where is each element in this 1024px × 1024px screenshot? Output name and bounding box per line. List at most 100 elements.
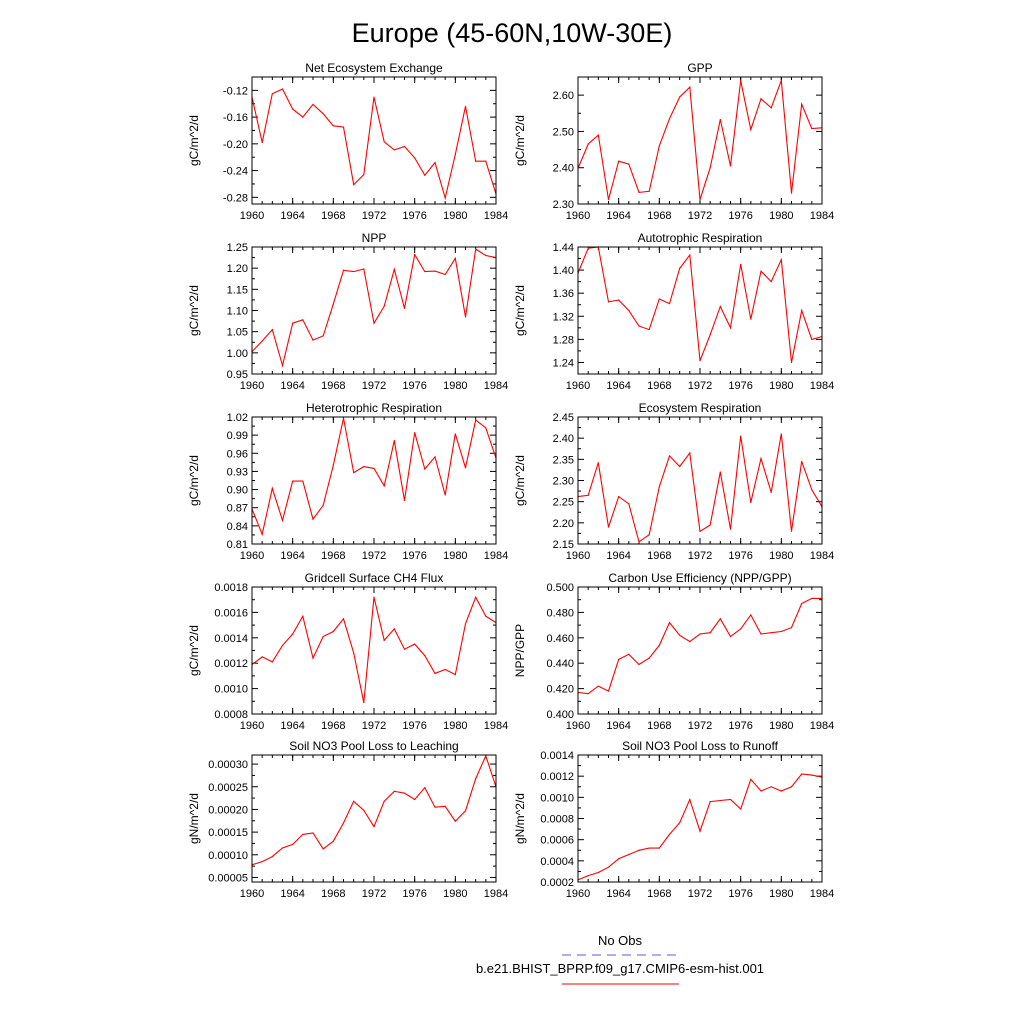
data-point bbox=[261, 141, 263, 144]
y-tick-label: 0.0008 bbox=[540, 814, 574, 826]
x-tick-label: 1968 bbox=[647, 380, 671, 392]
panel: Gridcell Surface CH4 Flux gC/m^2/d 1960 196… bbox=[187, 571, 508, 732]
data-point bbox=[393, 790, 395, 792]
y-axis-label: gC/m^2/d bbox=[187, 625, 201, 676]
series-line bbox=[577, 597, 822, 695]
data-point bbox=[750, 778, 752, 780]
data-point bbox=[628, 653, 630, 655]
data-point bbox=[363, 173, 365, 176]
data-point bbox=[353, 184, 355, 186]
y-tick-label: 2.20 bbox=[553, 518, 574, 530]
data-point bbox=[780, 80, 782, 82]
data-point bbox=[271, 328, 273, 331]
panel-title: Carbon Use Efficiency (NPP/GPP) bbox=[608, 571, 791, 585]
x-tick-label: 1960 bbox=[566, 888, 590, 900]
data-point bbox=[648, 534, 650, 536]
data-point bbox=[475, 777, 477, 780]
x-tick-label: 1968 bbox=[321, 888, 345, 900]
data-point bbox=[424, 787, 426, 789]
x-tick-label: 1964 bbox=[280, 888, 304, 900]
panel-title: GPP bbox=[687, 61, 712, 75]
data-point bbox=[638, 191, 640, 193]
data-point bbox=[618, 299, 620, 301]
panel-title: Gridcell Surface CH4 Flux bbox=[305, 571, 444, 585]
data-point bbox=[618, 658, 620, 660]
data-point bbox=[709, 632, 711, 634]
data-point bbox=[444, 668, 446, 671]
data-point bbox=[597, 134, 599, 136]
y-tick-label: 0.96 bbox=[227, 448, 248, 460]
figure-title: Europe (45-60N,10W-30E) bbox=[352, 18, 673, 48]
data-point bbox=[648, 847, 650, 849]
data-point bbox=[770, 491, 772, 493]
data-point bbox=[780, 630, 782, 633]
x-tick-label: 1964 bbox=[606, 720, 630, 732]
data-point bbox=[760, 633, 762, 635]
data-point bbox=[658, 298, 660, 300]
panel: Soil NO3 Pool Loss to Runoff gN/m^2/d 1960… bbox=[513, 739, 834, 900]
x-tick-label: 1972 bbox=[362, 380, 386, 392]
data-point bbox=[587, 693, 589, 695]
data-point bbox=[271, 93, 273, 95]
data-point bbox=[719, 471, 721, 473]
data-point bbox=[658, 145, 660, 147]
data-point bbox=[434, 456, 436, 458]
x-tick-label: 1964 bbox=[280, 720, 304, 732]
data-point bbox=[597, 462, 599, 464]
y-tick-label: -0.16 bbox=[223, 112, 248, 124]
data-point bbox=[607, 301, 610, 303]
panel: GPP gC/m^2/d 1960 1964 1968 1972 1976 1980 1984 2… bbox=[513, 61, 834, 222]
data-point bbox=[454, 433, 456, 435]
data-point bbox=[454, 820, 456, 822]
series-line bbox=[251, 418, 497, 537]
data-point bbox=[607, 199, 610, 201]
data-point bbox=[383, 800, 385, 802]
y-tick-label: 0.99 bbox=[227, 430, 248, 442]
x-tick-label: 1980 bbox=[769, 380, 793, 392]
data-point bbox=[729, 798, 732, 801]
y-tick-label: 0.0010 bbox=[214, 684, 248, 696]
series-line bbox=[251, 248, 497, 368]
x-tick-label: 1976 bbox=[402, 550, 426, 562]
y-tick-label: 0.500 bbox=[546, 582, 574, 594]
x-tick-label: 1976 bbox=[728, 210, 752, 222]
data-point bbox=[342, 126, 345, 128]
data-point bbox=[403, 307, 406, 309]
series-line bbox=[577, 433, 823, 543]
data-point bbox=[679, 96, 681, 98]
data-point bbox=[475, 419, 477, 421]
data-point bbox=[464, 467, 467, 469]
x-tick-label: 1980 bbox=[443, 720, 467, 732]
data-point bbox=[332, 125, 334, 127]
series-line bbox=[577, 246, 823, 363]
y-tick-label: -0.12 bbox=[223, 85, 248, 97]
data-point bbox=[628, 309, 630, 312]
data-point bbox=[261, 860, 263, 863]
data-point bbox=[373, 596, 375, 598]
x-tick-label: 1984 bbox=[484, 888, 508, 900]
data-point bbox=[709, 167, 711, 169]
x-tick-label: 1984 bbox=[484, 210, 508, 222]
panel: Autotrophic Respiration gC/m^2/d 1960 1964 1… bbox=[513, 231, 834, 392]
data-point bbox=[628, 503, 630, 505]
data-point bbox=[760, 98, 762, 100]
data-point bbox=[638, 325, 640, 327]
data-point bbox=[648, 328, 650, 331]
x-tick-label: 1972 bbox=[362, 888, 386, 900]
data-point bbox=[689, 798, 691, 801]
data-point bbox=[322, 113, 324, 115]
data-point bbox=[414, 254, 416, 256]
data-point bbox=[679, 267, 681, 269]
data-point bbox=[292, 322, 294, 324]
plot-frame bbox=[251, 76, 497, 205]
data-point bbox=[373, 826, 375, 828]
x-tick-label: 1984 bbox=[484, 550, 508, 562]
x-tick-label: 1960 bbox=[566, 210, 590, 222]
legend-case-label: b.e21.BHIST_BPRP.f09_g17.CMIP6-esm-hist.… bbox=[476, 961, 764, 976]
data-point bbox=[699, 360, 701, 362]
y-tick-label: -0.20 bbox=[223, 139, 248, 151]
y-tick-label: 0.90 bbox=[227, 485, 248, 497]
x-tick-label: 1984 bbox=[810, 210, 834, 222]
y-tick-label: 1.36 bbox=[553, 288, 574, 300]
